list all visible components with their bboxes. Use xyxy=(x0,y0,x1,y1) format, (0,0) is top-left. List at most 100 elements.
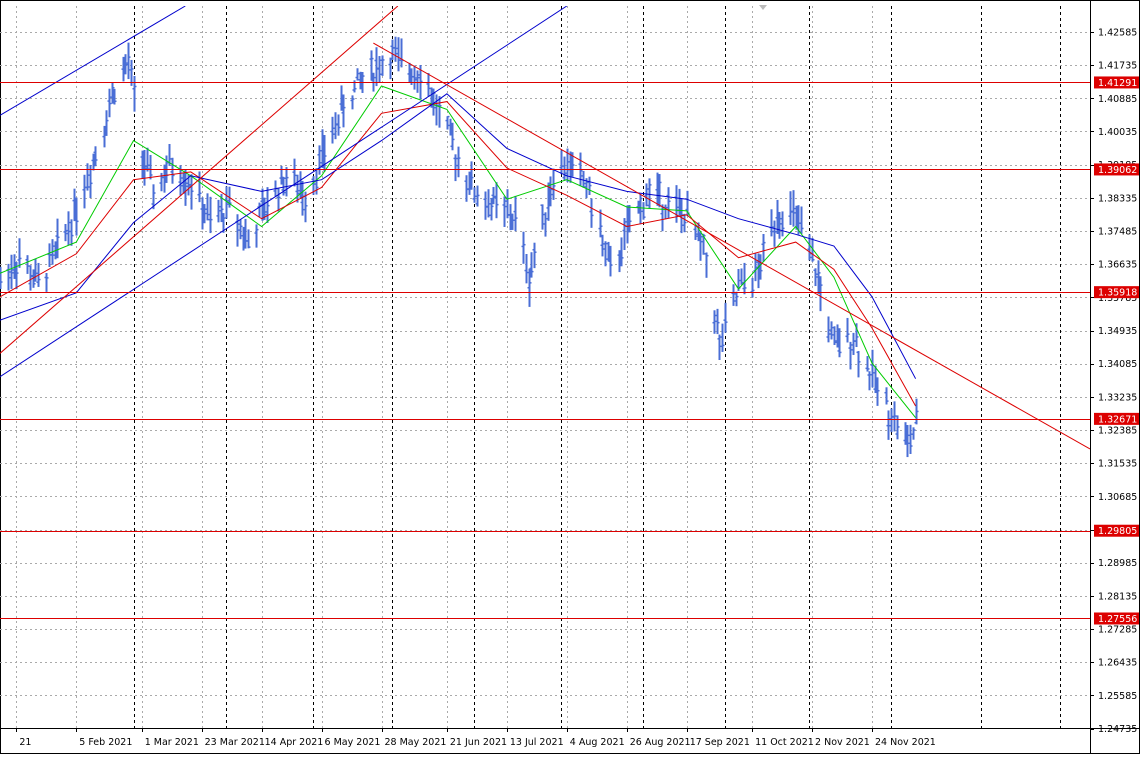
price-bar xyxy=(205,193,210,221)
price-bar xyxy=(532,242,537,269)
price-bar xyxy=(529,252,534,278)
price-bar xyxy=(720,323,725,352)
price-bar xyxy=(330,116,335,144)
price-bar xyxy=(914,398,919,425)
price-bar xyxy=(644,183,649,207)
x-tick-label: 11 Oct 2021 xyxy=(755,737,814,748)
price-bar xyxy=(197,171,202,203)
price-bar xyxy=(69,219,74,246)
price-bar xyxy=(875,377,880,406)
price-bar xyxy=(17,238,22,268)
price-bar xyxy=(587,176,592,196)
price-bar xyxy=(322,135,327,172)
price-bar xyxy=(189,174,194,210)
y-tick-label: 1.26435 xyxy=(1098,658,1137,669)
price-bar xyxy=(336,114,341,136)
price-bar xyxy=(151,184,156,210)
price-bar xyxy=(341,94,346,128)
price-bar xyxy=(472,187,477,203)
price-bar xyxy=(693,225,698,240)
price-bar xyxy=(682,213,687,233)
price-bar xyxy=(742,262,747,295)
trendline xyxy=(0,6,186,116)
price-bar xyxy=(870,349,875,388)
y-tick-label: 1.27285 xyxy=(1098,625,1137,636)
price-bar xyxy=(502,196,507,227)
price-bar xyxy=(388,57,393,80)
y-tick-label: 1.30685 xyxy=(1098,492,1137,503)
price-bar xyxy=(369,50,374,81)
x-tick-label: 1 Mar 2021 xyxy=(145,737,199,748)
price-bar xyxy=(510,213,515,230)
x-tick-label: 17 Sep 2021 xyxy=(690,737,750,748)
price-bar xyxy=(772,220,777,247)
price-bar xyxy=(178,165,183,196)
price-bar xyxy=(527,268,532,307)
level-label: 1.35918 xyxy=(1098,288,1137,299)
price-bar xyxy=(867,371,872,391)
x-tick-label: 21 Jun 2021 xyxy=(450,737,507,748)
price-bar xyxy=(31,269,36,288)
x-tick-label: 23 Mar 2021 xyxy=(205,737,265,748)
x-tick-label: 2 Nov 2021 xyxy=(815,737,870,748)
price-bar xyxy=(380,55,385,76)
y-tick-label: 1.38335 xyxy=(1098,193,1137,204)
moving-average-line xyxy=(0,101,917,407)
price-bar xyxy=(647,178,652,209)
price-bar xyxy=(0,266,3,290)
price-bar xyxy=(701,233,706,255)
level-label: 1.27556 xyxy=(1098,614,1137,625)
price-bar xyxy=(292,158,297,187)
price-bar xyxy=(254,224,259,248)
price-bar xyxy=(886,410,891,440)
price-bar xyxy=(202,204,207,224)
price-bar xyxy=(216,199,221,223)
price-bar xyxy=(453,154,458,182)
price-bar xyxy=(377,56,382,83)
price-bar xyxy=(437,96,442,128)
price-bar xyxy=(145,147,150,172)
price-bar xyxy=(355,68,360,81)
price-bar xyxy=(559,150,564,175)
y-tick-label: 1.28135 xyxy=(1098,591,1137,602)
price-bar xyxy=(393,36,398,62)
y-tick-label: 1.37485 xyxy=(1098,226,1137,237)
price-bar xyxy=(126,42,131,80)
x-tick-label: 26 Aug 2021 xyxy=(630,737,691,748)
y-tick-label: 1.36635 xyxy=(1098,260,1137,271)
price-bar xyxy=(350,95,355,110)
price-bar xyxy=(715,308,720,335)
price-bar xyxy=(170,157,175,184)
level-label-box xyxy=(1094,286,1139,299)
price-bar xyxy=(911,427,916,440)
price-bar xyxy=(581,170,586,188)
price-bar xyxy=(107,88,112,118)
price-bar xyxy=(619,237,624,267)
price-bar xyxy=(104,110,109,136)
price-bar xyxy=(837,328,842,358)
x-tick-label: 24 Nov 2021 xyxy=(875,737,936,748)
price-bar xyxy=(780,211,785,237)
price-bar xyxy=(63,224,68,242)
y-tick-label: 1.41735 xyxy=(1098,61,1137,72)
price-bar xyxy=(865,356,870,372)
price-bar xyxy=(281,176,286,196)
price-bar xyxy=(908,424,913,454)
price-bar xyxy=(221,213,226,233)
price-bar xyxy=(739,268,744,285)
price-bar xyxy=(589,198,594,228)
price-bar xyxy=(603,241,608,267)
level-label: 1.39062 xyxy=(1098,165,1137,176)
trendline xyxy=(373,42,1090,450)
marks-layer xyxy=(0,6,1090,619)
price-bar xyxy=(450,122,455,151)
y-tick-label: 1.25585 xyxy=(1098,691,1137,702)
y-tick-label: 1.34935 xyxy=(1098,326,1137,337)
y-tick-label: 1.33235 xyxy=(1098,392,1137,403)
price-bar xyxy=(818,276,823,312)
level-label: 1.29805 xyxy=(1098,526,1137,537)
price-bar xyxy=(608,245,613,277)
